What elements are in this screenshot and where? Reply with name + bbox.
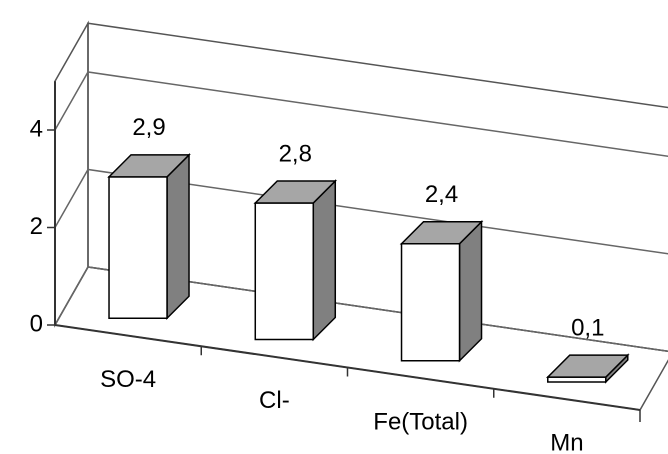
value-label: 2,8 [279,140,312,167]
x-tick-label: Fe(Total) [373,408,468,435]
bar-top [253,180,338,204]
grid-line [54,71,668,158]
bar-top [545,354,630,378]
bar-side [312,179,337,342]
x-tick-label: Cl- [259,387,290,414]
grid-line [54,266,668,353]
y-tick-label: 4 [30,115,43,142]
bar-side [166,153,190,321]
bar-front [254,202,315,341]
value-label: 2,4 [425,181,458,208]
x-tick-label: Mn [550,430,583,454]
bar-side [458,219,483,363]
bar-front [400,242,461,362]
bar-front [108,176,168,319]
y-tick-label: 2 [30,213,43,240]
bar [107,153,191,321]
grid-line [54,168,668,255]
y-tick-label: 0 [30,310,43,337]
bar [399,219,484,363]
bar [545,353,630,384]
bar-top [107,154,191,178]
value-label: 0,1 [571,314,604,341]
bar-top [399,220,484,245]
x-tick-label: SO-4 [100,366,156,393]
value-label: 2,9 [132,114,165,141]
bar [253,179,338,342]
